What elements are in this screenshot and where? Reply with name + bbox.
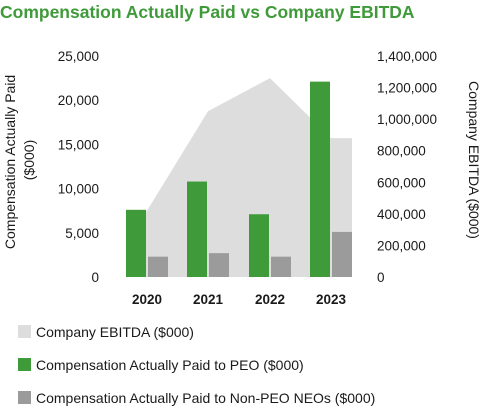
y-left-tick: 15,000 <box>58 137 99 152</box>
legend-item-ebitda: Company EBITDA ($000) <box>18 315 375 348</box>
y-axis-label-left: Compensation Actually Paid ($000) <box>2 71 37 249</box>
legend-swatch-peo <box>18 358 31 371</box>
legend-swatch-ebitda <box>18 325 31 338</box>
y-right-tick: 1,200,000 <box>377 81 437 96</box>
y-left-tick: 25,000 <box>58 49 99 64</box>
chart: 0 5,000 10,000 15,000 20,000 25,000 0 200,000 4… <box>2 49 482 307</box>
y-right-tick: 1,000,000 <box>377 112 437 127</box>
y-right-tick: 0 <box>377 270 385 285</box>
chart-title: Compensation Actually Paid vs Company EB… <box>0 2 415 22</box>
x-tick-2021: 2021 <box>193 292 224 307</box>
y-left-tick: 0 <box>91 270 99 285</box>
y-right-tick: 600,000 <box>377 175 426 190</box>
legend-label-peo: Compensation Actually Paid to PEO ($000) <box>36 356 304 373</box>
y-axis-label-right: Company EBITDA ($000) <box>466 81 482 239</box>
bar-peo-2020 <box>126 209 146 277</box>
y-right-tick: 400,000 <box>377 207 426 222</box>
y-left-tick: 10,000 <box>58 182 99 197</box>
bar-peo-2021 <box>187 181 207 277</box>
bar-non-peo-2022 <box>271 256 291 277</box>
legend-swatch-non-peo <box>18 391 31 404</box>
area-layer <box>126 78 352 277</box>
y-left-tick: 5,000 <box>65 226 99 241</box>
right-axis-ticks: 0 200,000 400,000 600,000 800,000 1,000,000 1,… <box>377 49 437 285</box>
y-right-tick: 800,000 <box>377 144 426 159</box>
legend-item-peo: Compensation Actually Paid to PEO ($000) <box>18 348 375 381</box>
bar-peo-2022 <box>249 214 269 277</box>
left-axis-ticks: 0 5,000 10,000 15,000 20,000 25,000 <box>58 49 99 285</box>
legend: Company EBITDA ($000) Compensation Actua… <box>18 315 375 414</box>
legend-label-non-peo: Compensation Actually Paid to Non-PEO NE… <box>36 389 376 406</box>
bar-non-peo-2023 <box>332 231 352 277</box>
bar-layer <box>126 81 352 277</box>
y-left-tick: 20,000 <box>58 93 99 108</box>
bar-peo-2023 <box>310 81 330 277</box>
x-tick-2023: 2023 <box>316 292 347 307</box>
y-right-tick: 1,400,000 <box>377 49 437 64</box>
y-axis-label-left-line1: Compensation Actually Paid <box>2 75 18 249</box>
x-tick-2022: 2022 <box>255 292 285 307</box>
y-right-tick: 200,000 <box>377 238 426 253</box>
y-axis-label-left-line2: ($000) <box>21 140 37 180</box>
x-axis-ticks: 2020 2021 2022 2023 <box>132 292 347 307</box>
ebitda-area <box>126 78 352 277</box>
x-tick-2020: 2020 <box>132 292 162 307</box>
legend-label-ebitda: Company EBITDA ($000) <box>36 323 194 340</box>
bar-non-peo-2021 <box>209 253 229 277</box>
bar-non-peo-2020 <box>148 256 168 277</box>
legend-item-non-peo: Compensation Actually Paid to Non-PEO NE… <box>18 381 375 414</box>
